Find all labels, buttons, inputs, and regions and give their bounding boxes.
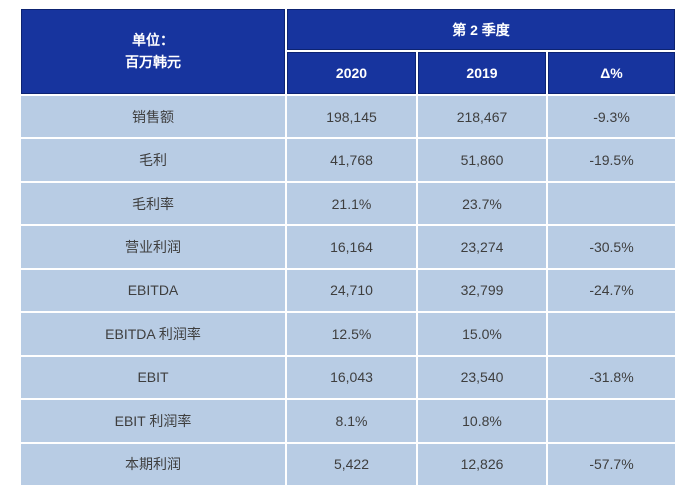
period-header-cell: 第 2 季度 xyxy=(287,9,675,51)
cell-delta: -30.5% xyxy=(548,226,675,268)
cell-2020: 12.5% xyxy=(287,313,416,355)
cell-delta xyxy=(548,313,675,355)
row-label: 毛利 xyxy=(21,139,285,181)
cell-2020: 21.1% xyxy=(287,182,416,225)
cell-2019: 15.0% xyxy=(418,313,546,355)
column-header-2019: 2019 xyxy=(418,52,546,94)
cell-delta: -9.3% xyxy=(548,95,675,138)
cell-delta xyxy=(548,400,675,442)
row-label: 本期利润 xyxy=(21,443,285,485)
financial-table: 单位： 百万韩元 第 2 季度 2020 2019 Δ% 销售额 198,145… xyxy=(21,9,675,485)
cell-2019: 218,467 xyxy=(418,95,546,138)
row-label: EBIT 利润率 xyxy=(21,400,285,442)
cell-2020: 198,145 xyxy=(287,95,416,138)
cell-2019: 23,540 xyxy=(418,356,546,399)
cell-2020: 8.1% xyxy=(287,400,416,442)
cell-2019: 12,826 xyxy=(418,443,546,485)
cell-delta: -19.5% xyxy=(548,139,675,181)
column-header-delta: Δ% xyxy=(548,52,675,94)
cell-delta xyxy=(548,182,675,225)
cell-2020: 24,710 xyxy=(287,269,416,312)
cell-2020: 16,164 xyxy=(287,226,416,268)
cell-delta: -31.8% xyxy=(548,356,675,399)
row-label: 销售额 xyxy=(21,95,285,138)
cell-2020: 16,043 xyxy=(287,356,416,399)
row-label: EBITDA xyxy=(21,269,285,312)
cell-2020: 41,768 xyxy=(287,139,416,181)
unit-label-line2: 百万韩元 xyxy=(125,54,181,71)
unit-label-line1: 单位： xyxy=(132,32,174,49)
cell-delta: -57.7% xyxy=(548,443,675,485)
cell-2020: 5,422 xyxy=(287,443,416,485)
cell-2019: 23.7% xyxy=(418,182,546,225)
cell-2019: 51,860 xyxy=(418,139,546,181)
unit-header-cell: 单位： 百万韩元 xyxy=(21,9,285,94)
cell-2019: 10.8% xyxy=(418,400,546,442)
row-label: EBITDA 利润率 xyxy=(21,313,285,355)
column-header-2020: 2020 xyxy=(287,52,416,94)
cell-delta: -24.7% xyxy=(548,269,675,312)
row-label: EBIT xyxy=(21,356,285,399)
cell-2019: 32,799 xyxy=(418,269,546,312)
row-label: 营业利润 xyxy=(21,226,285,268)
cell-2019: 23,274 xyxy=(418,226,546,268)
row-label: 毛利率 xyxy=(21,182,285,225)
